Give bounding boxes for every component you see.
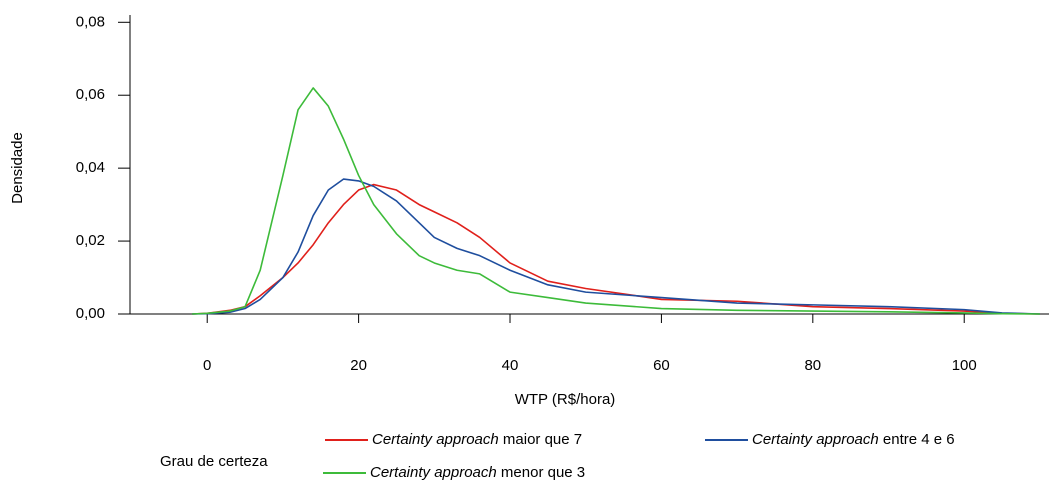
data-line (192, 87, 1040, 315)
x-axis-label: WTP (R$/hora) (515, 391, 616, 408)
legend-label: Certainty approach maior que 7 (372, 431, 582, 448)
x-tick-label: 20 (350, 357, 367, 374)
x-tick-label: 0 (203, 357, 211, 374)
x-tick-label: 40 (502, 357, 519, 374)
x-tick-label: 80 (804, 357, 821, 374)
legend-label: Certainty approach entre 4 e 6 (752, 431, 955, 448)
legend-label: Certainty approach menor que 3 (370, 464, 585, 481)
y-tick-label: 0,00 (76, 305, 105, 322)
y-tick-label: 0,08 (76, 13, 105, 30)
legend-title: Grau de certeza (160, 453, 268, 470)
y-tick-label: 0,04 (76, 159, 105, 176)
y-tick-label: 0,06 (76, 86, 105, 103)
y-axis-label: Densidade (9, 132, 26, 204)
x-tick-label: 100 (952, 357, 977, 374)
x-tick-label: 60 (653, 357, 670, 374)
y-tick-label: 0,02 (76, 232, 105, 249)
data-line (192, 178, 1040, 315)
